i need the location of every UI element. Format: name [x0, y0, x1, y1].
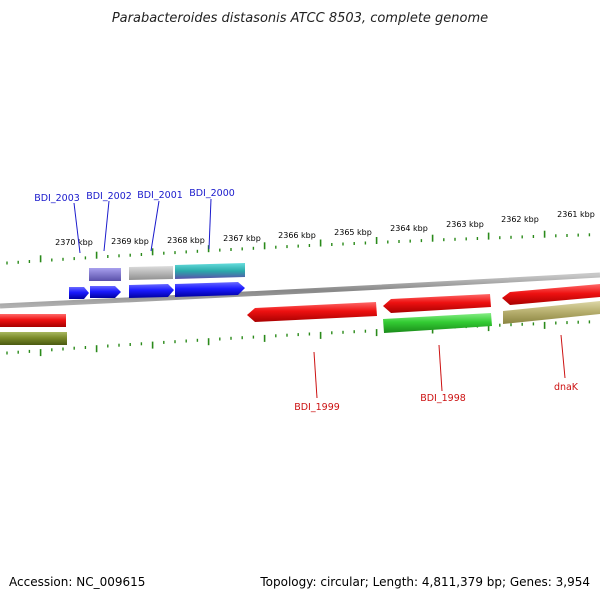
forward-strand-features — [69, 263, 245, 299]
leader-line — [73, 202, 81, 254]
leader-line — [313, 351, 318, 399]
topology-text: Topology: circular; Length: 4,811,379 bp… — [259, 575, 590, 589]
tick-row-inner — [6, 320, 591, 357]
gene-arrow-left-partial[interactable] — [0, 314, 66, 327]
leader-line — [208, 198, 212, 250]
tick-label: 2362 kbp — [501, 215, 539, 224]
tick-label: 2370 kbp — [55, 238, 93, 247]
tick-row-outer — [6, 230, 591, 265]
tick-label: 2367 kbp — [223, 234, 261, 243]
gene-arrow-bdi-1998[interactable] — [383, 294, 491, 313]
leader-line — [103, 200, 110, 252]
gene-label-bdi-1999[interactable]: BDI_1999 — [294, 402, 340, 413]
feature-block-lavender[interactable] — [89, 268, 121, 281]
gene-arrow-bdi-2000[interactable] — [175, 282, 245, 297]
tick-label: 2363 kbp — [446, 220, 484, 229]
tick-label: 2366 kbp — [278, 231, 316, 240]
gene-arrow-dnak[interactable] — [502, 284, 600, 305]
reverse-strand-features — [0, 284, 600, 345]
tick-label: 2361 kbp — [557, 210, 595, 219]
reverse-gene-labels: BDI_1999 BDI_1998 dnaK — [294, 334, 579, 413]
forward-gene-labels: BDI_2003 BDI_2002 BDI_2001 BDI_2000 — [34, 188, 235, 254]
tick-label: 2364 kbp — [390, 224, 428, 233]
leader-line — [560, 334, 566, 379]
feature-block-grey[interactable] — [129, 266, 173, 280]
feature-block-olive[interactable] — [0, 332, 67, 345]
gene-label-bdi-2000[interactable]: BDI_2000 — [189, 188, 235, 199]
gene-label-bdi-2002[interactable]: BDI_2002 — [86, 191, 132, 202]
feature-block-green[interactable] — [383, 313, 492, 333]
gene-arrow-bdi-1999[interactable] — [247, 302, 377, 322]
accession-text: Accession: NC_009615 — [9, 575, 145, 589]
leader-line — [438, 344, 443, 392]
tick-label: 2369 kbp — [111, 237, 149, 246]
tick-labels: 2370 kbp 2369 kbp 2368 kbp 2367 kbp 2366… — [55, 210, 595, 247]
gene-label-bdi-2003[interactable]: BDI_2003 — [34, 193, 80, 204]
feature-block-khaki[interactable] — [503, 301, 600, 324]
gene-label-bdi-1998[interactable]: BDI_1998 — [420, 393, 466, 404]
leader-line — [150, 200, 160, 252]
tick-label: 2365 kbp — [334, 228, 372, 237]
chromosome-backbone — [0, 272, 600, 309]
tick-label: 2368 kbp — [167, 236, 205, 245]
gene-label-bdi-2001[interactable]: BDI_2001 — [137, 190, 183, 201]
genome-title: Parabacteroides distasonis ATCC 8503, co… — [112, 11, 488, 26]
gene-arrow-bdi-2001[interactable] — [129, 284, 174, 298]
gene-arrow-bdi-2002[interactable] — [90, 286, 121, 298]
feature-block-cyan[interactable] — [175, 263, 245, 279]
gene-label-dnak[interactable]: dnaK — [554, 382, 579, 393]
gene-arrow-bdi-2003[interactable] — [69, 287, 89, 299]
